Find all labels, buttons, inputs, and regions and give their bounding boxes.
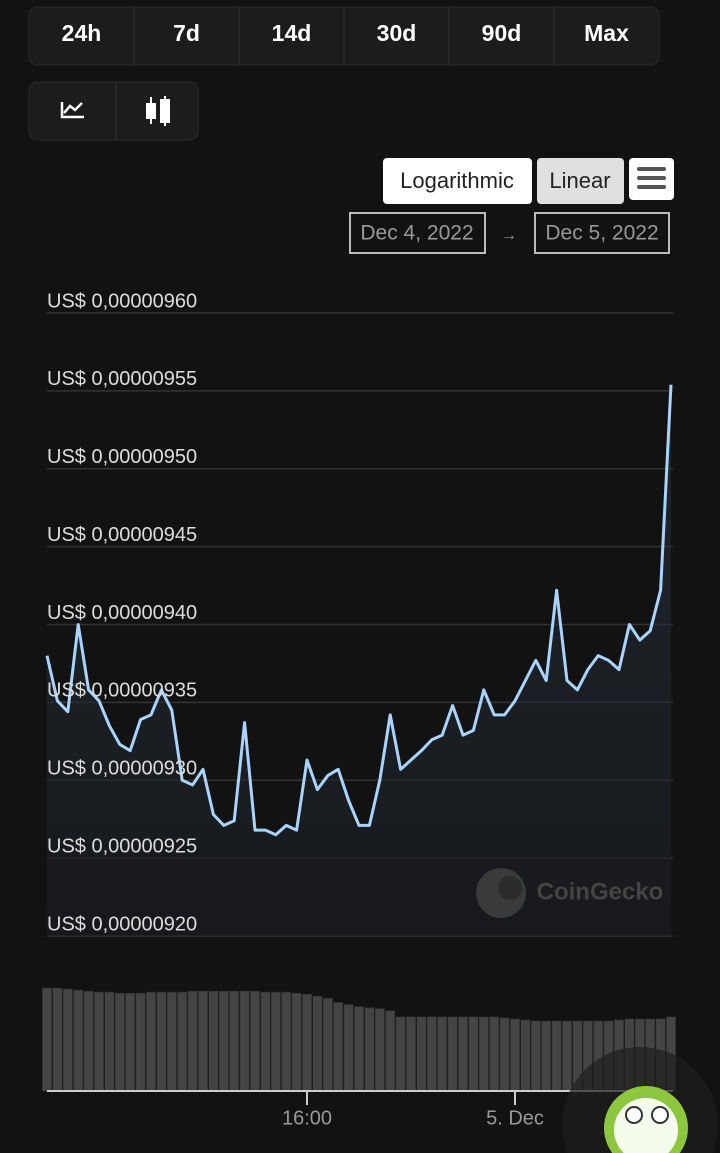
log-label: Logarithmic	[400, 168, 514, 193]
volume-bar	[291, 992, 302, 1092]
linear-button[interactable]	[537, 158, 624, 204]
y-tick-label: US$ 0,00000930	[47, 758, 197, 780]
tab-label: 90d	[482, 20, 522, 46]
log-button[interactable]	[383, 158, 532, 204]
volume-bar	[156, 991, 167, 1092]
volume-bar	[146, 991, 156, 1092]
volume-bar	[426, 1016, 437, 1092]
volume-bar	[135, 992, 146, 1092]
volume-bar	[458, 1016, 468, 1092]
y-tick-label: US$ 0,00000940	[47, 602, 197, 624]
plot: 16:00 5. Dec	[42, 312, 676, 1129]
date-to-box[interactable]	[534, 212, 670, 254]
volume-bar	[364, 1007, 375, 1092]
x-tick-label: 5. Dec	[486, 1107, 544, 1129]
volume-bar	[354, 1006, 364, 1092]
volume-bar	[83, 990, 94, 1092]
y-tick-label: US$ 0,00000960	[47, 290, 197, 312]
volume-bar	[437, 1016, 448, 1092]
volume-bar	[333, 1002, 344, 1092]
volume-bar	[177, 991, 188, 1092]
volume-bar	[322, 998, 333, 1092]
volume-bar	[52, 987, 63, 1092]
date-from-box[interactable]	[349, 212, 486, 254]
volume-bar	[218, 990, 229, 1092]
volume-bar	[395, 1016, 406, 1092]
volume-bar	[187, 990, 198, 1092]
volume-bar	[499, 1017, 510, 1092]
y-tick-label: US$ 0,00000955	[47, 368, 197, 390]
volume-bar	[520, 1019, 531, 1092]
volume-bar	[250, 990, 260, 1092]
y-tick-label: US$ 0,00000925	[47, 835, 197, 857]
line-chart-icon[interactable]	[60, 102, 84, 119]
volume-bar	[270, 991, 281, 1092]
volume-bar	[374, 1008, 385, 1092]
volume-bar	[42, 987, 52, 1092]
volume-bar	[104, 991, 115, 1092]
volume-bar	[198, 990, 208, 1092]
chart-type-bar	[28, 81, 199, 141]
watermark: CoinGecko	[537, 878, 664, 905]
volume-bar	[260, 991, 271, 1092]
tab-label: 30d	[377, 20, 417, 46]
tab-label: 7d	[173, 20, 200, 46]
tab-label: 24h	[62, 20, 102, 46]
linear-label: Linear	[549, 168, 610, 193]
volume-bar	[281, 991, 292, 1092]
date-from: Dec 4, 2022	[360, 222, 473, 245]
volume-bar	[416, 1016, 427, 1092]
volume-bar	[562, 1020, 572, 1092]
volume-bar	[385, 1010, 396, 1092]
y-tick-label: US$ 0,00000945	[47, 524, 197, 546]
volume-bar	[229, 990, 240, 1092]
volume-bar	[478, 1016, 489, 1092]
volume-bar	[166, 991, 177, 1092]
price-line	[45, 384, 673, 837]
tab-label: Max	[584, 20, 629, 46]
volume-bar	[62, 988, 73, 1092]
volume-bar	[541, 1020, 552, 1092]
volume-bar	[73, 989, 84, 1092]
tab-label: 14d	[272, 20, 312, 46]
y-tick-label: US$ 0,00000950	[47, 446, 197, 468]
area	[47, 384, 671, 936]
gecko-eye	[651, 1106, 669, 1124]
volume-bar	[94, 991, 104, 1092]
volume-bar	[510, 1018, 520, 1092]
volume-bar	[114, 992, 125, 1092]
volume-bar	[406, 1016, 416, 1092]
x-tick-label: 16:00	[282, 1107, 332, 1129]
volume-bar	[208, 990, 219, 1092]
candle-icon[interactable]	[146, 96, 170, 126]
volume-bar	[312, 995, 323, 1092]
volume-bar	[447, 1016, 458, 1092]
y-tick-label: US$ 0,00000920	[47, 913, 197, 935]
date-arrow: →	[501, 227, 517, 244]
volume-bar	[125, 992, 136, 1092]
volume-bar	[343, 1004, 354, 1092]
date-to: Dec 5, 2022	[545, 222, 658, 245]
volume-bar	[551, 1020, 562, 1092]
gecko-eye	[625, 1106, 643, 1124]
y-tick-label: US$ 0,00000935	[47, 680, 197, 702]
volume-bar	[239, 990, 250, 1092]
volume-bar	[302, 993, 312, 1092]
volume-bar	[489, 1016, 500, 1092]
menu-icon	[637, 167, 666, 189]
volume-bar	[530, 1020, 541, 1092]
watermark-logo-eye	[498, 876, 522, 900]
volume-bar	[468, 1016, 479, 1092]
